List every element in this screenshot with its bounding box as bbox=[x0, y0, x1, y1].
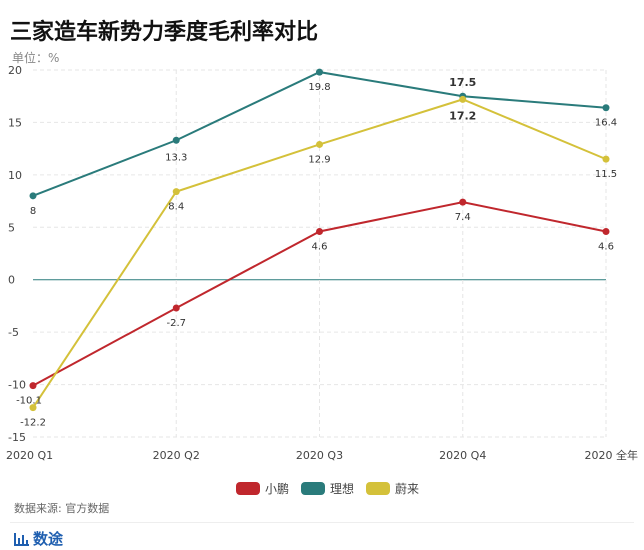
x-tick-label: 2020 Q3 bbox=[296, 449, 343, 462]
y-tick-label: 20 bbox=[8, 64, 22, 77]
data-label: 17.2 bbox=[449, 109, 476, 122]
data-point-小鹏 bbox=[29, 382, 37, 390]
data-label: 13.3 bbox=[165, 152, 187, 163]
logo-text: 数途 bbox=[33, 530, 64, 548]
legend-label: 小鹏 bbox=[265, 482, 290, 496]
y-tick-label: -5 bbox=[8, 326, 19, 339]
y-tick-label: 0 bbox=[8, 274, 15, 287]
legend-swatch bbox=[366, 482, 391, 495]
data-point-理想 bbox=[602, 104, 610, 112]
data-label: -12.2 bbox=[20, 418, 46, 429]
data-label: -2.7 bbox=[166, 318, 186, 329]
data-point-小鹏 bbox=[602, 227, 610, 235]
unit-label: 单位：% bbox=[12, 51, 60, 65]
data-point-小鹏 bbox=[172, 304, 180, 312]
data-label: 8 bbox=[30, 206, 36, 217]
data-point-蔚来 bbox=[316, 140, 323, 148]
y-tick-label: 10 bbox=[8, 169, 22, 182]
data-point-理想 bbox=[316, 68, 323, 76]
data-point-蔚来 bbox=[172, 188, 180, 196]
x-tick-label: 2020 Q2 bbox=[153, 449, 200, 462]
data-label: 16.4 bbox=[595, 118, 617, 129]
data-label: 11.5 bbox=[595, 169, 617, 180]
data-label: 7.4 bbox=[455, 212, 471, 223]
legend-swatch bbox=[301, 482, 326, 495]
data-label: 17.5 bbox=[449, 76, 476, 89]
chart-title: 三家造车新势力季度毛利率对比 bbox=[10, 20, 319, 45]
x-tick-label: 2020 Q4 bbox=[439, 449, 486, 462]
legend-label: 理想 bbox=[330, 482, 355, 496]
bar-chart-icon bbox=[14, 532, 29, 546]
y-tick-label: 5 bbox=[8, 221, 15, 234]
line-chart: -15 -10 -5 0 5 10 15 20 2020 Q1 2020 Q2 2020 Q3 202… bbox=[6, 64, 639, 462]
data-point-理想 bbox=[172, 136, 180, 144]
data-point-理想 bbox=[29, 192, 37, 200]
legend-item[interactable]: 理想 bbox=[301, 480, 354, 497]
data-label: 4.6 bbox=[598, 241, 614, 252]
y-tick-label: -10 bbox=[8, 379, 26, 392]
data-label: -10.1 bbox=[16, 396, 42, 407]
data-source: 数据来源: 官方数据 bbox=[14, 502, 110, 515]
legend-item[interactable]: 小鹏 bbox=[236, 480, 289, 497]
data-label: 19.8 bbox=[308, 82, 330, 93]
legend: 小鹏 理想 蔚来 bbox=[236, 480, 419, 497]
y-tick-label: -15 bbox=[8, 431, 26, 444]
legend-item[interactable]: 蔚来 bbox=[366, 480, 419, 497]
data-point-蔚来 bbox=[459, 95, 467, 103]
y-tick-label: 15 bbox=[8, 116, 22, 129]
data-point-小鹏 bbox=[316, 227, 323, 235]
legend-swatch bbox=[236, 482, 260, 495]
data-label: 8.4 bbox=[168, 202, 184, 213]
legend-label: 蔚来 bbox=[395, 482, 420, 496]
data-label: 4.6 bbox=[312, 241, 328, 252]
x-tick-label: 2020 全年 bbox=[585, 448, 639, 462]
x-tick-label: 2020 Q1 bbox=[6, 449, 53, 462]
data-label: 12.9 bbox=[308, 154, 330, 165]
data-point-蔚来 bbox=[602, 155, 610, 163]
data-point-小鹏 bbox=[459, 198, 467, 206]
logo: 数途 bbox=[14, 528, 63, 549]
data-point-蔚来 bbox=[29, 404, 37, 412]
divider bbox=[10, 522, 634, 523]
